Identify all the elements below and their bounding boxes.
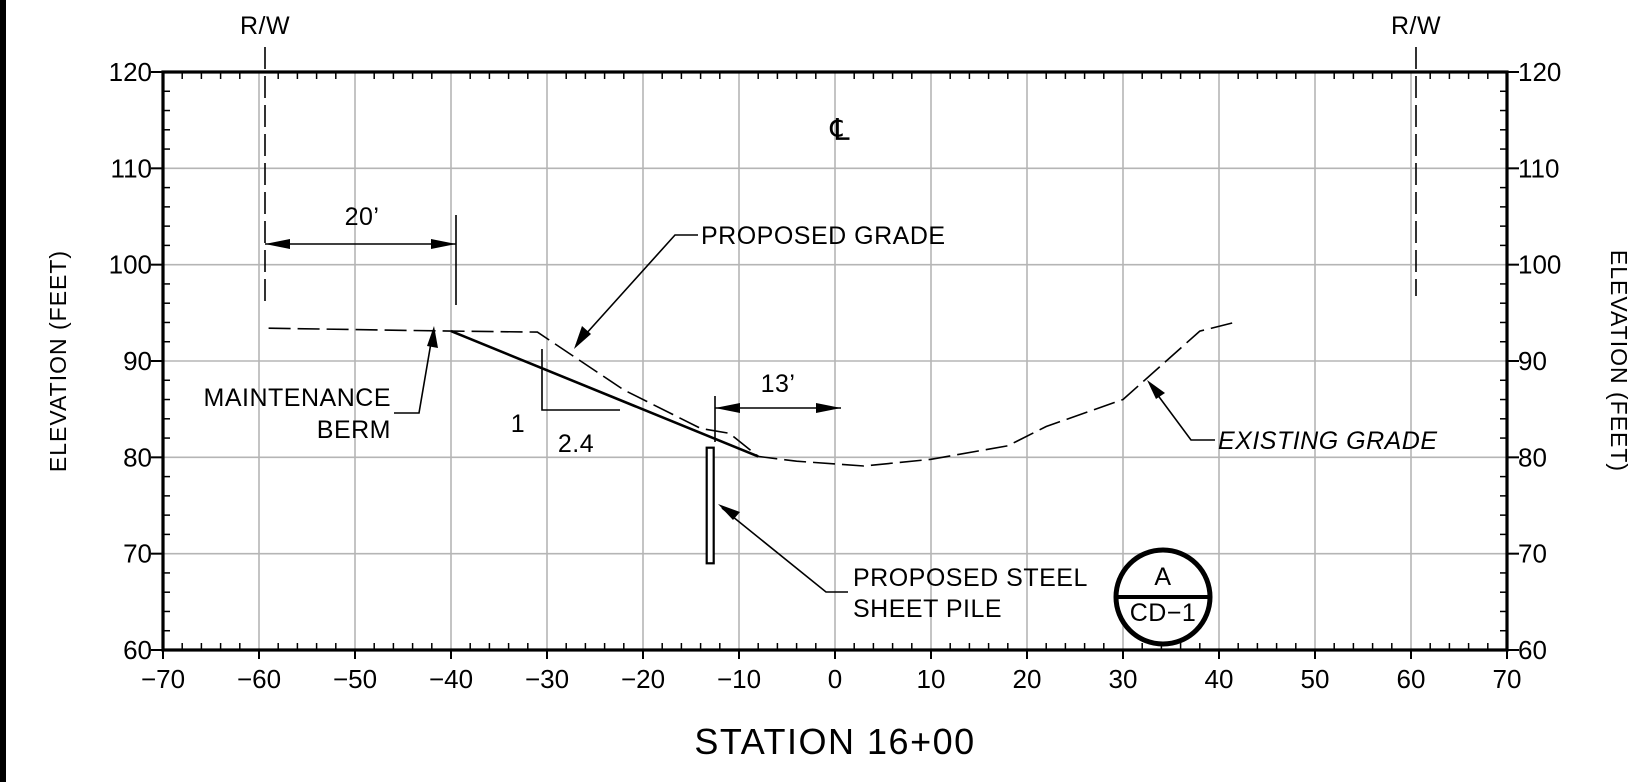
x-tick-label: 50 <box>1301 664 1330 694</box>
x-tick-label: 20 <box>1013 664 1042 694</box>
sheet-pile <box>705 446 715 565</box>
y-tick-label-right: 60 <box>1518 635 1547 665</box>
sheet-pile-label-1: PROPOSED STEEL <box>853 564 1088 592</box>
y-tick-label-right: 90 <box>1518 346 1547 376</box>
station-title: STATION 16+00 <box>694 721 975 762</box>
existing-grade-line <box>268 320 1239 467</box>
y-tick-label-left: 80 <box>123 442 152 472</box>
existing-grade-label: EXISTING GRADE <box>1218 427 1438 455</box>
y-axis-title-right: ELEVATION (FEET) <box>1606 250 1632 472</box>
row-label-right: R/W <box>1391 12 1441 40</box>
x-tick-label: 30 <box>1109 664 1138 694</box>
y-tick-label-right: 120 <box>1518 57 1561 87</box>
row-label-left: R/W <box>240 12 290 40</box>
section-marker: A CD−1 <box>1113 547 1213 647</box>
proposed-grade-label: PROPOSED GRADE <box>701 222 946 250</box>
callout-proposed-grade: PROPOSED GRADE <box>574 222 946 349</box>
x-tick-label: −10 <box>717 664 761 694</box>
callout-sheet-pile: PROPOSED STEEL SHEET PILE <box>718 504 1088 623</box>
callout-maintenance-berm: MAINTENANCE BERM <box>204 326 438 444</box>
x-tick-label: −50 <box>333 664 377 694</box>
y-tick-label-right: 70 <box>1518 539 1547 569</box>
grid <box>163 72 1507 650</box>
dimension-13-label: 13’ <box>761 370 796 398</box>
x-tick-label: −30 <box>525 664 569 694</box>
slope-rise-label: 1 <box>511 410 525 438</box>
y-tick-label-left: 110 <box>111 153 152 183</box>
x-tick-label: 70 <box>1493 664 1522 694</box>
sheet-edge-bar <box>0 0 6 782</box>
proposed-grade-line <box>450 329 759 458</box>
slope-run-label: 2.4 <box>558 430 594 458</box>
plot-frame <box>161 70 1509 652</box>
y-tick-label-right: 80 <box>1518 442 1547 472</box>
maintenance-label: MAINTENANCE <box>204 384 391 412</box>
y-axis-title-left: ELEVATION (FEET) <box>45 250 71 472</box>
x-tick-label: −40 <box>429 664 473 694</box>
dimension-13ft: 13’ <box>714 370 841 442</box>
section-marker-letter: A <box>1154 563 1171 591</box>
x-tick-label: 10 <box>917 664 946 694</box>
y-tick-label-right: 100 <box>1518 250 1561 280</box>
dimension-20-label: 20’ <box>345 203 380 231</box>
x-tick-label: −20 <box>621 664 665 694</box>
y-tick-label-left: 60 <box>123 635 152 665</box>
y-tick-label-left: 100 <box>109 250 152 280</box>
y-tick-label-left: 70 <box>123 539 152 569</box>
section-marker-sheet: CD−1 <box>1130 599 1197 627</box>
sheet-pile-label-2: SHEET PILE <box>853 595 1002 623</box>
y-tick-label-left: 120 <box>109 57 152 87</box>
dimension-20ft: 20’ <box>265 203 457 305</box>
y-tick-label-right: 110 <box>1518 153 1559 183</box>
slope-indicator: 1 2.4 <box>511 349 620 458</box>
callout-existing-grade: EXISTING GRADE <box>1147 380 1438 455</box>
berm-label: BERM <box>317 416 391 444</box>
x-tick-label: −60 <box>237 664 281 694</box>
x-tick-label: 40 <box>1205 664 1234 694</box>
x-tick-label: 60 <box>1397 664 1426 694</box>
x-tick-label: −70 <box>141 664 185 694</box>
centerline-symbol: ℄ <box>829 114 850 147</box>
x-tick-label: 0 <box>828 664 842 694</box>
y-tick-label-left: 90 <box>123 346 152 376</box>
